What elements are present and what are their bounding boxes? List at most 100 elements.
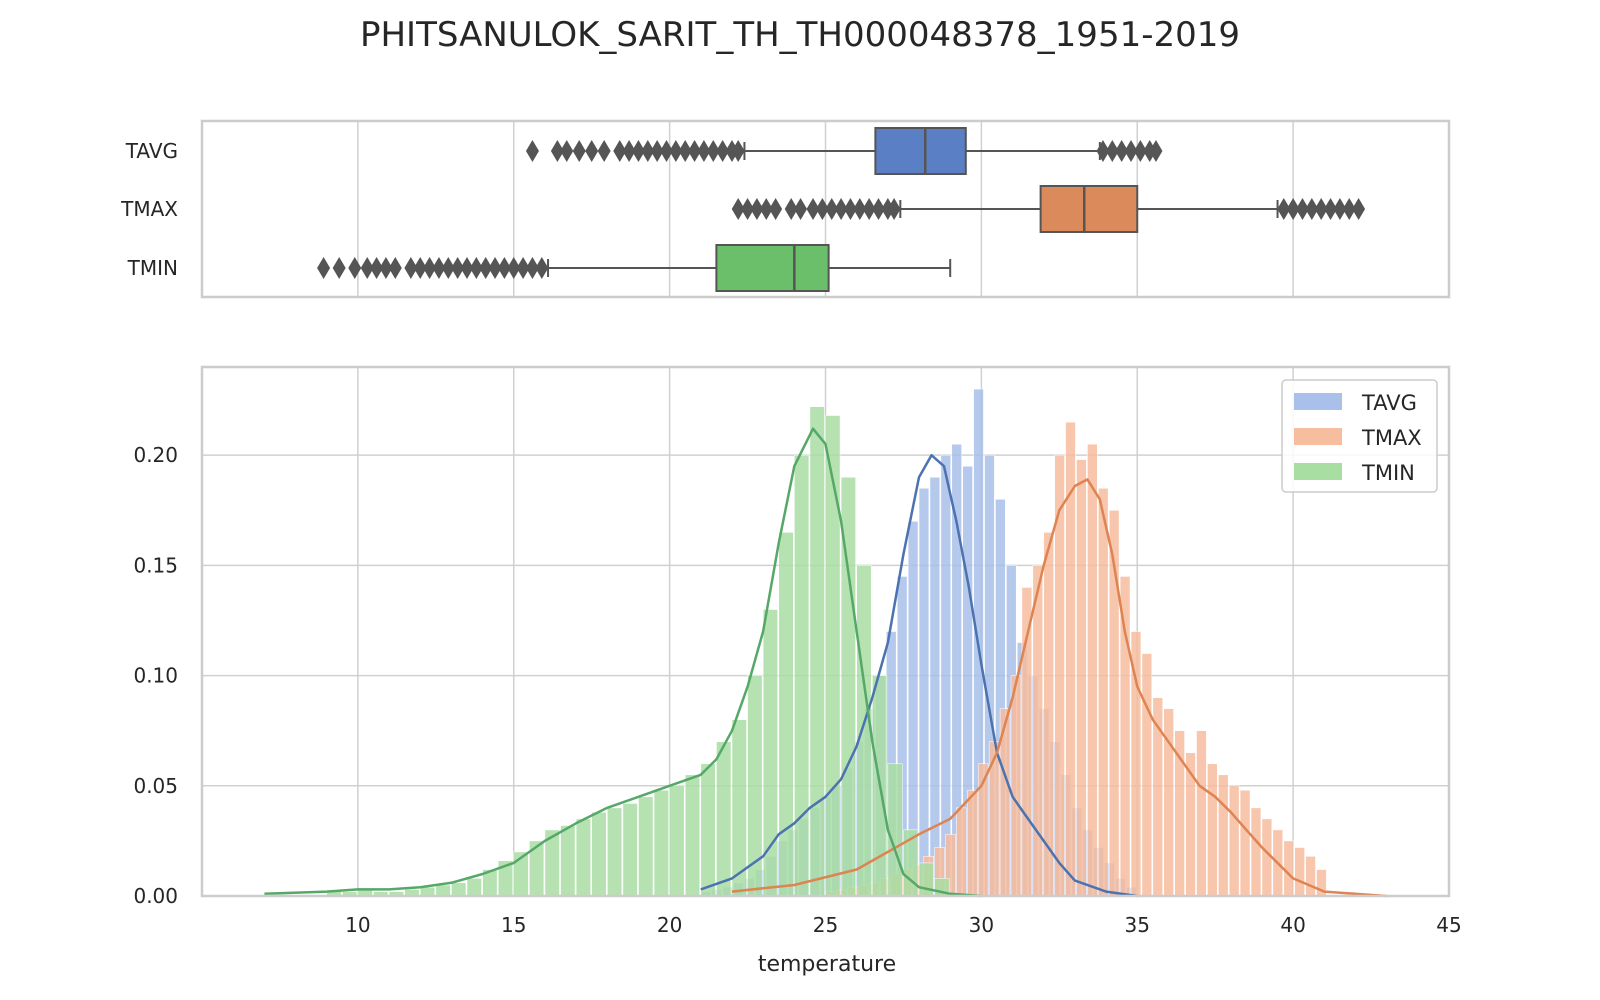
bars-tmin [326, 406, 950, 897]
outlier-marker [1342, 198, 1356, 220]
outlier-marker [460, 257, 474, 279]
legend: TAVG TMAX TMIN [1281, 379, 1438, 493]
histogram-bar [1119, 576, 1131, 897]
x-axis-label: temperature [758, 952, 896, 977]
histogram-bar [956, 807, 967, 897]
outlier-marker [688, 140, 702, 162]
boxplot-label-tmax: TMAX [120, 197, 178, 221]
x-tick-label: 30 [969, 913, 994, 937]
histogram-frame [200, 365, 1451, 898]
outlier-marker [488, 257, 502, 279]
outlier-marker [750, 198, 764, 220]
y-tick-label: 0.00 [133, 884, 178, 908]
outlier-marker [815, 198, 829, 220]
outlier-marker [516, 257, 530, 279]
histogram-bar [669, 785, 685, 897]
outlier-marker [1305, 198, 1319, 220]
histogram-bar [794, 454, 810, 897]
outlier-marker [585, 140, 599, 162]
outlier-marker [560, 140, 574, 162]
outlier-marker [1333, 198, 1347, 220]
outlier-marker [843, 198, 857, 220]
boxplot-category-labels: TAVG TMAX TMIN [120, 139, 178, 280]
outlier-marker [469, 257, 483, 279]
outlier-marker [441, 257, 455, 279]
histogram-bar [622, 803, 638, 897]
outlier-marker [535, 257, 549, 279]
outlier-marker [413, 257, 427, 279]
histogram-bar [1087, 443, 1098, 897]
x-tick-label: 15 [501, 913, 526, 937]
histogram-bar [575, 818, 591, 897]
boxplot-label-tavg: TAVG [125, 139, 178, 163]
histogram-bar [1218, 774, 1229, 897]
outlier-marker [1352, 198, 1366, 220]
histogram-bar [887, 763, 903, 897]
outlier-marker [759, 198, 773, 220]
box-iqr [874, 127, 967, 175]
histogram-bar [1141, 653, 1153, 897]
outlier-marker [794, 198, 808, 220]
outlier-marker [525, 257, 539, 279]
histogram-bar [1130, 631, 1142, 897]
outlier-marker [423, 257, 437, 279]
outlier-marker [697, 140, 711, 162]
boxplot-tmin [317, 244, 952, 292]
x-tick-label: 25 [813, 913, 838, 937]
histogram-bar [1076, 459, 1087, 897]
x-tick-label: 20 [657, 913, 682, 937]
outlier-marker [825, 198, 839, 220]
outlier-marker [1124, 140, 1138, 162]
outlier-marker [1133, 140, 1147, 162]
chart-title: PHITSANULOK_SARIT_TH_TH000048378_1951-20… [360, 15, 1240, 55]
boxplot-tavg [525, 127, 1163, 175]
outlier-marker [834, 198, 848, 220]
y-tick-label: 0.10 [133, 664, 178, 688]
outlier-marker [432, 257, 446, 279]
histogram-bar [1228, 785, 1240, 897]
histogram-bar [929, 476, 941, 897]
histogram-bar [1196, 730, 1207, 897]
outlier-marker [1105, 140, 1119, 162]
kde-line-tmax [731, 478, 1387, 898]
outlier-marker [332, 257, 346, 279]
histogram-panel: 10 15 20 25 30 35 40 45 0.00 0.05 0.10 0.15 0.20 te… [133, 365, 1462, 977]
outlier-marker [731, 140, 745, 162]
outlier-marker [1115, 140, 1129, 162]
outlier-marker [716, 140, 730, 162]
boxplot-elements [317, 127, 1366, 292]
outlier-marker [731, 198, 745, 220]
outlier-marker [862, 198, 876, 220]
x-tick-label: 35 [1125, 913, 1150, 937]
boxplot-frame [200, 119, 1451, 299]
x-tick-label: 40 [1280, 913, 1305, 937]
outlier-marker [479, 257, 493, 279]
histogram-bar [606, 807, 623, 897]
outlier-marker [641, 140, 655, 162]
outlier-marker [669, 140, 683, 162]
bars-tmax [825, 421, 1327, 897]
histogram-bar [684, 774, 701, 897]
boxplot-panel: TAVG TMAX TMIN [120, 119, 1451, 299]
legend-label-tavg: TAVG [1361, 391, 1417, 415]
outlier-marker [507, 257, 521, 279]
outlier-marker [597, 140, 611, 162]
outlier-marker [1286, 198, 1300, 220]
outlier-marker [769, 198, 783, 220]
histogram-bar [591, 811, 607, 897]
outlier-marker [741, 198, 755, 220]
kde-curves [264, 427, 1387, 898]
y-tick-label: 0.05 [133, 774, 178, 798]
histogram-bar [466, 878, 482, 897]
outlier-marker [348, 257, 362, 279]
outlier-marker [706, 140, 720, 162]
histogram-bar [1250, 807, 1262, 897]
histogram-bar [1032, 565, 1044, 897]
boxplot-tmax [731, 185, 1366, 233]
x-tick-label: 10 [345, 913, 370, 937]
histogram-bar [1294, 847, 1305, 897]
legend-label-tmax: TMAX [1361, 426, 1422, 450]
outlier-marker [887, 198, 901, 220]
histogram-bar [809, 406, 825, 897]
outlier-marker [1277, 198, 1291, 220]
